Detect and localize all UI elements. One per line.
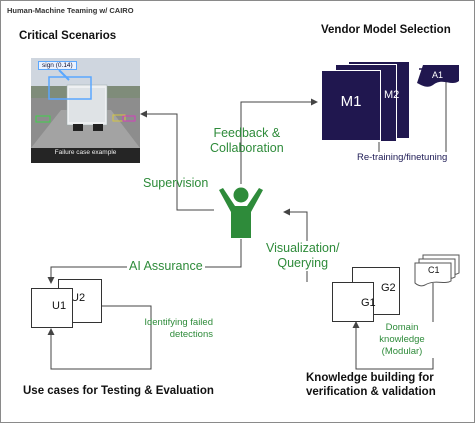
use-cases-title: Use cases for Testing & Evaluation (23, 385, 214, 397)
doc-label-c1: C1 (428, 265, 440, 275)
person-icon (219, 187, 263, 238)
model-label-m1: M1 (340, 93, 362, 110)
model-box-m1: M1 (321, 70, 381, 141)
domain-line2: knowledge (379, 334, 425, 345)
supervision-label: Supervision (143, 176, 209, 190)
retraining-label: Re-training/finetuning (355, 152, 450, 163)
identifying-loop (47, 305, 152, 370)
failure-caption: Failure case example (54, 149, 117, 156)
feedback-collaboration-label: Feedback & Collaboration (210, 126, 284, 156)
model-box-g1: G1 (332, 282, 376, 322)
domain-line3: (Modular) (381, 346, 423, 357)
knowledge-building-line1: Knowledge building for (306, 372, 434, 384)
knowledge-building-line2: verification & validation (306, 386, 436, 398)
doc-label-a1: A1 (432, 70, 444, 80)
identifying-failed-label: Identifying failed detections (109, 317, 213, 341)
domain-knowledge-label: Domain knowledge (Modular) (362, 322, 442, 358)
visualization-line1: Visualization/ (266, 241, 340, 255)
identifying-line2: detections (169, 329, 213, 340)
knowledge-building-title: Knowledge building for verification & va… (306, 371, 436, 399)
visualization-querying-label: Visualization/ Querying (266, 241, 340, 271)
document-icon-a1 (417, 65, 459, 87)
page-title: Human-Machine Teaming w/ CAIRO (7, 6, 134, 15)
failure-case-image: sign (0.14) Failure case example (31, 58, 140, 163)
model-label-u1: U1 (52, 300, 67, 312)
identifying-line1: Identifying failed (144, 317, 213, 328)
vendor-model-selection-title: Vendor Model Selection (321, 24, 451, 36)
document-stack-icon-c1 (414, 254, 460, 287)
critical-scenarios-title: Critical Scenarios (19, 30, 117, 42)
visualization-line2: Querying (277, 256, 329, 270)
feedback-line1: Feedback & (213, 126, 281, 140)
ai-assurance-label: AI Assurance (127, 259, 205, 273)
domain-line1: Domain (385, 322, 419, 333)
model-label-g2: G2 (381, 282, 396, 294)
feedback-arrow (240, 98, 318, 184)
detection-tag: sign (0.14) (38, 61, 77, 70)
supervision-arrow (140, 110, 214, 211)
road-scene-image (31, 58, 140, 163)
model-label-g1: G1 (361, 297, 376, 309)
model-label-u2: U2 (71, 292, 86, 304)
feedback-line2: Collaboration (210, 141, 284, 155)
model-box-u1: U1 (31, 288, 73, 328)
model-label-m2: M2 (384, 89, 400, 101)
